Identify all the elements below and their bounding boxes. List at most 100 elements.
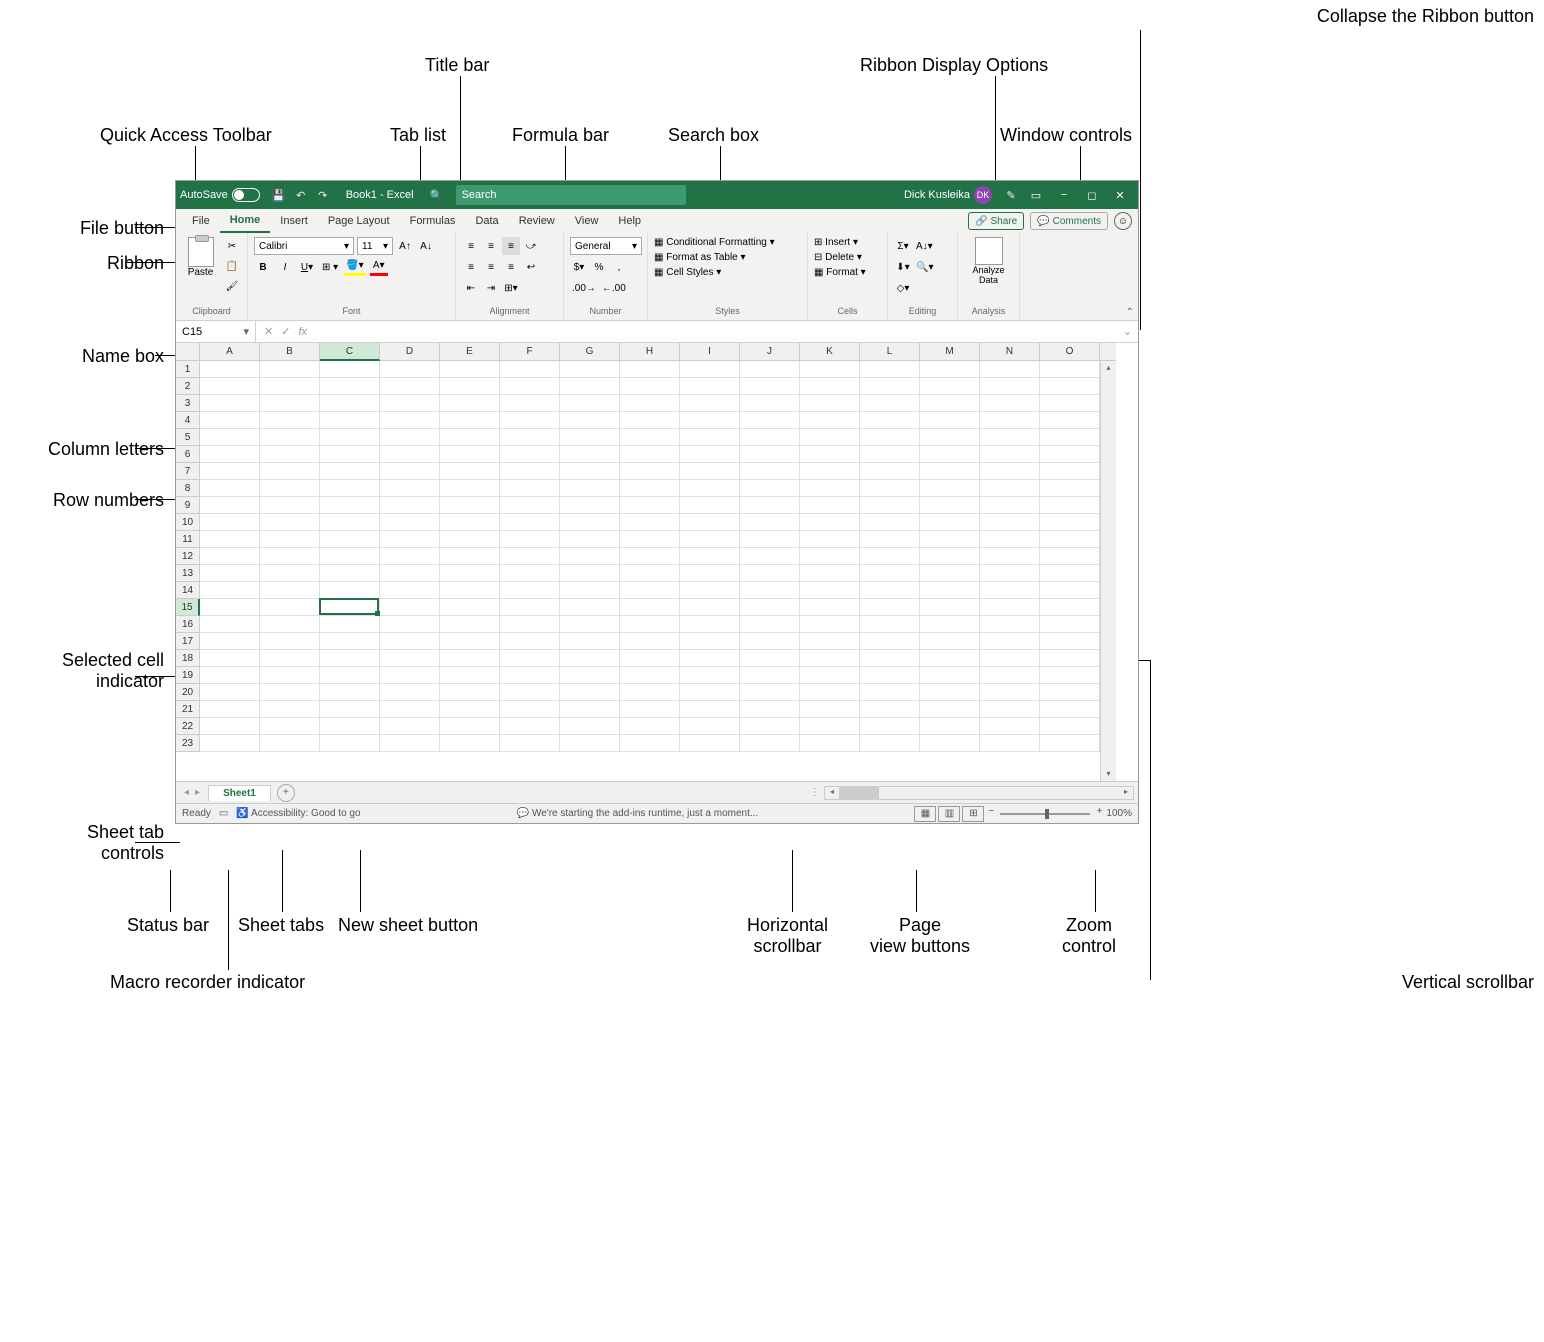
cell[interactable] (980, 429, 1040, 446)
row-header[interactable]: 23 (176, 735, 200, 752)
cell[interactable] (380, 616, 440, 633)
cell[interactable] (800, 361, 860, 378)
cell[interactable] (320, 701, 380, 718)
cell[interactable] (320, 429, 380, 446)
cell[interactable] (440, 718, 500, 735)
tab-insert[interactable]: Insert (270, 209, 318, 233)
cell[interactable] (860, 718, 920, 735)
minimize-icon[interactable]: − (1050, 183, 1078, 207)
cell[interactable] (200, 446, 260, 463)
cancel-icon[interactable]: ✕ (264, 325, 273, 338)
cell[interactable] (920, 565, 980, 582)
cell[interactable] (1040, 446, 1100, 463)
merge-icon[interactable]: ⊞▾ (502, 279, 520, 297)
cell[interactable] (260, 531, 320, 548)
select-all-corner[interactable] (176, 343, 200, 361)
cell[interactable] (380, 531, 440, 548)
cell[interactable] (500, 463, 560, 480)
cell[interactable] (500, 446, 560, 463)
cell[interactable] (920, 650, 980, 667)
cell[interactable] (980, 599, 1040, 616)
decrease-font-icon[interactable]: A↓ (417, 237, 435, 255)
cell[interactable] (320, 480, 380, 497)
cell[interactable] (560, 684, 620, 701)
sheet-tab[interactable]: Sheet1 (208, 785, 271, 801)
cell[interactable] (1040, 565, 1100, 582)
cell[interactable] (980, 412, 1040, 429)
cell[interactable] (380, 463, 440, 480)
cell[interactable] (440, 565, 500, 582)
cell[interactable] (260, 565, 320, 582)
cell[interactable] (980, 565, 1040, 582)
cell[interactable] (260, 480, 320, 497)
cell[interactable] (800, 667, 860, 684)
cell[interactable] (380, 497, 440, 514)
cell[interactable] (1040, 735, 1100, 752)
cell[interactable] (500, 548, 560, 565)
cell[interactable] (260, 412, 320, 429)
cell[interactable] (620, 616, 680, 633)
cell[interactable] (560, 361, 620, 378)
cell[interactable] (260, 463, 320, 480)
cell[interactable] (680, 548, 740, 565)
cell[interactable] (200, 548, 260, 565)
cell[interactable] (560, 514, 620, 531)
cell[interactable] (1040, 497, 1100, 514)
fill-icon[interactable]: ⬇▾ (894, 258, 912, 276)
row-header[interactable]: 4 (176, 412, 200, 429)
cell[interactable] (260, 701, 320, 718)
orientation-icon[interactable]: ⤻ (522, 237, 540, 255)
cell[interactable] (920, 531, 980, 548)
cell[interactable] (1040, 463, 1100, 480)
delete-button[interactable]: ⊟ Delete ▾ (814, 252, 881, 263)
cell[interactable] (620, 480, 680, 497)
cell[interactable] (680, 429, 740, 446)
cell[interactable] (680, 497, 740, 514)
cell[interactable] (980, 718, 1040, 735)
insert-button[interactable]: ⊞ Insert ▾ (814, 237, 881, 248)
cell[interactable] (320, 548, 380, 565)
font-color-button[interactable]: A▾ (370, 258, 388, 276)
cell[interactable] (620, 412, 680, 429)
cell[interactable] (560, 480, 620, 497)
formula-input[interactable] (315, 321, 1117, 342)
cell[interactable] (380, 582, 440, 599)
cell[interactable] (920, 361, 980, 378)
cells-area[interactable] (200, 361, 1100, 781)
cell[interactable] (860, 361, 920, 378)
cell[interactable] (800, 548, 860, 565)
cell[interactable] (800, 446, 860, 463)
hscroll-right-icon[interactable]: ▸ (1119, 787, 1133, 799)
cell[interactable] (860, 378, 920, 395)
row-header[interactable]: 8 (176, 480, 200, 497)
column-header[interactable]: D (380, 343, 440, 361)
cell[interactable] (260, 735, 320, 752)
zoom-slider[interactable] (1000, 813, 1090, 815)
cell[interactable] (620, 599, 680, 616)
cell[interactable] (920, 548, 980, 565)
currency-icon[interactable]: $▾ (570, 258, 588, 276)
redo-icon[interactable]: ↷ (314, 186, 332, 204)
cell[interactable] (1040, 616, 1100, 633)
cell[interactable] (740, 548, 800, 565)
cell[interactable] (920, 701, 980, 718)
scroll-down-icon[interactable]: ▾ (1101, 767, 1116, 781)
cell[interactable] (500, 429, 560, 446)
underline-button[interactable]: U ▾ (298, 258, 316, 276)
cell[interactable] (800, 616, 860, 633)
cell[interactable] (560, 616, 620, 633)
cell[interactable] (620, 463, 680, 480)
cell[interactable] (560, 582, 620, 599)
cell[interactable] (800, 565, 860, 582)
cell[interactable] (500, 667, 560, 684)
cell[interactable] (800, 718, 860, 735)
cell[interactable] (320, 514, 380, 531)
cell[interactable] (380, 667, 440, 684)
row-header[interactable]: 15 (176, 599, 200, 616)
cell[interactable] (200, 616, 260, 633)
cell[interactable] (680, 361, 740, 378)
cell[interactable] (860, 531, 920, 548)
cell[interactable] (740, 514, 800, 531)
cell[interactable] (680, 531, 740, 548)
cell[interactable] (1040, 650, 1100, 667)
